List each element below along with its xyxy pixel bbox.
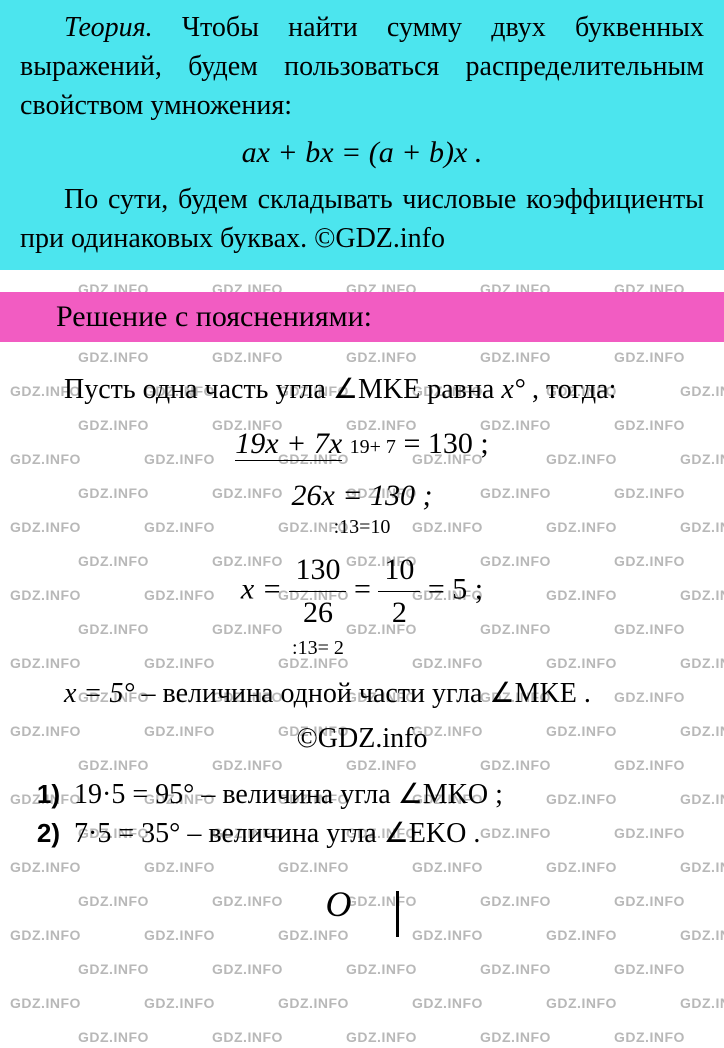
eq3-frac1-den: 26 <box>289 592 346 634</box>
content: Теория. Чтобы найти сумму двух бук­венны… <box>0 0 724 929</box>
bottom-drawing: O <box>0 879 724 929</box>
eq1-brace-top: 19x + 7x <box>235 427 342 461</box>
eq2-main: 26x = 130 ; <box>291 479 432 512</box>
result-angle: ∠MKE <box>489 678 576 709</box>
eq3-frac2-num: 10 <box>378 549 420 592</box>
item-angle: ∠MKO <box>398 779 488 810</box>
solution-intro: Пусть одна часть угла ∠MKE равна x° , то… <box>0 370 724 409</box>
intro-text-a: Пусть одна часть угла <box>64 374 333 405</box>
item-tail: . <box>466 818 480 849</box>
intro-x: x° <box>501 374 525 405</box>
item-tail: ; <box>488 779 503 810</box>
letter-o: O <box>326 879 352 929</box>
equation-1: 19x + 7x 19+ 7 = 130 ; <box>235 423 488 465</box>
copyright-center: ©GDZ.info <box>0 719 724 758</box>
theory-box: Теория. Чтобы найти сумму двух бук­венны… <box>0 0 724 270</box>
intro-text-c: , тогда: <box>525 374 616 405</box>
eq3-frac1-sub: :13= 2 <box>292 634 344 662</box>
item-calc: 19·5 = 95° <box>74 779 194 810</box>
eq3-frac1-num: 130 <box>289 549 346 592</box>
vertical-line-icon <box>396 891 399 937</box>
item-num: 2) <box>20 815 74 851</box>
item-calc: 7·5 = 35° <box>74 818 180 849</box>
theory-paragraph-1: Теория. Чтобы найти сумму двух бук­венны… <box>20 8 704 126</box>
eq3-mid: = <box>346 573 378 606</box>
equation-2: 26x = 130 ; :13=10 <box>291 475 432 537</box>
theory-formula: ax + bx = (a + b)x . <box>20 132 704 174</box>
theory-label: Теория. <box>64 12 153 43</box>
eq3-xeq: x = <box>241 573 290 606</box>
result-line: x = 5° – величина одной части угла ∠MKE … <box>0 674 724 713</box>
solution-header: Решение с пояснениями: <box>0 292 724 342</box>
eq1-brace-sub: 19+ 7 <box>350 436 396 458</box>
item-num: 1) <box>20 776 74 812</box>
eq1-right: = 130 ; <box>396 427 489 460</box>
eq3-frac2-den: 2 <box>378 592 420 634</box>
result-b: – величина одной части угла <box>135 678 490 709</box>
result-c: . <box>577 678 591 709</box>
result-a: x = 5° <box>64 678 135 709</box>
item-text: – величина угла <box>194 779 397 810</box>
list-item: 1) 19·5 = 95° – величина угла ∠MKO ; <box>20 775 704 814</box>
answer-list: 1) 19·5 = 95° – величина угла ∠MKO ; 2) … <box>0 775 724 853</box>
item-text: – величина угла <box>180 818 383 849</box>
item-angle: ∠EKO <box>384 818 467 849</box>
theory-paragraph-2: По сути, будем складывать числовые коэфф… <box>20 180 704 258</box>
eq2-sub: :13=10 <box>291 517 432 537</box>
list-item: 2) 7·5 = 35° – величина угла ∠EKO . <box>20 814 704 853</box>
intro-angle: ∠MKE <box>333 374 420 405</box>
eq3-tail: = 5 ; <box>420 573 483 606</box>
intro-text-b: равна <box>420 374 501 405</box>
equation-3: x = 13026:13= 2 = 102 = 5 ; <box>241 549 483 634</box>
equation-block: 19x + 7x 19+ 7 = 130 ; 26x = 130 ; :13=1… <box>0 421 724 636</box>
